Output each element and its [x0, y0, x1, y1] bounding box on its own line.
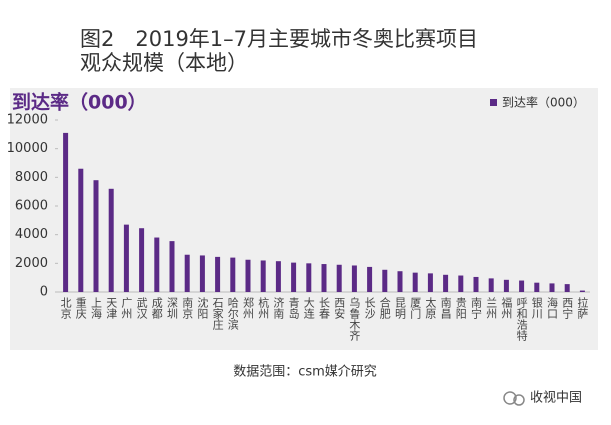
x-tick-label: 南昌	[439, 297, 452, 320]
legend-swatch	[490, 99, 497, 106]
source-note: 数据范围：csm媒介研究	[233, 365, 377, 380]
x-tick-label: 厦门	[409, 297, 422, 320]
x-tick-label: 合肥	[378, 296, 391, 319]
x-tick-label: 呼和浩特	[515, 297, 528, 341]
bar	[93, 180, 99, 292]
bar	[473, 276, 479, 292]
x-tick-label: 石家庄	[211, 297, 224, 331]
x-tick-label: 海口	[546, 296, 559, 319]
x-tick-label: 武汉	[135, 297, 148, 320]
watermark-icon	[503, 391, 525, 406]
x-tick-label: 重庆	[74, 296, 87, 320]
bar	[579, 290, 585, 292]
bar	[412, 272, 418, 292]
bar	[306, 263, 312, 292]
x-tick-label: 长沙	[363, 297, 376, 319]
bar	[443, 274, 449, 292]
bar	[275, 261, 281, 292]
x-tick-label: 天津	[105, 297, 118, 319]
watermark: 收视中国	[530, 391, 582, 406]
x-tick-label: 深圳	[166, 297, 179, 319]
x-tick-label: 福州	[500, 296, 513, 319]
bar	[215, 256, 221, 292]
x-tick-label: 拉萨	[576, 296, 589, 320]
x-tick-label: 北京	[59, 297, 72, 320]
y-tick-label: 2000	[15, 256, 48, 271]
x-tick-label: 西安	[333, 297, 346, 320]
bar	[78, 168, 84, 292]
x-tick-label: 南宁	[470, 297, 483, 319]
legend-label: 到达率（000）	[502, 95, 585, 110]
title: 图2 2019年1–7月主要城市冬奥比赛项目	[80, 27, 478, 51]
y-tick-label: 0	[40, 285, 48, 300]
bar	[564, 284, 570, 292]
y-tick-label: 12000	[7, 113, 48, 128]
bar	[260, 260, 266, 292]
x-tick-label: 西宁	[561, 297, 574, 319]
bar	[108, 188, 114, 292]
x-tick-label: 郑州	[242, 296, 255, 319]
bar	[245, 259, 251, 292]
x-tick-label: 乌鲁木齐	[348, 296, 361, 342]
bar	[154, 237, 160, 292]
x-tick-label: 银川	[530, 296, 543, 319]
bar	[382, 269, 388, 292]
bar	[291, 262, 297, 292]
bar	[427, 273, 433, 292]
x-tick-label: 上海	[90, 297, 103, 320]
x-tick-label: 杭州	[257, 296, 270, 319]
y-tick-label: 8000	[15, 170, 48, 185]
bar	[169, 241, 175, 292]
x-tick-label: 济南	[272, 296, 285, 319]
y-tick-label: 4000	[15, 227, 48, 242]
bar	[367, 266, 373, 292]
x-tick-label: 贵阳	[454, 297, 467, 319]
bar	[199, 255, 205, 292]
x-tick-label: 哈尔滨	[226, 297, 239, 331]
x-tick-label: 太原	[424, 297, 437, 319]
plot-background	[10, 88, 598, 350]
bar	[549, 283, 555, 292]
x-tick-label: 昆明	[394, 297, 407, 320]
chart-inner-title: 到达率（000）	[12, 91, 147, 114]
x-tick-label: 沈阳	[196, 296, 209, 319]
bar	[503, 279, 509, 292]
bar	[230, 257, 236, 292]
bar	[519, 280, 525, 292]
x-tick-label: 青岛	[287, 297, 300, 320]
bar	[458, 275, 464, 292]
bar	[63, 132, 69, 292]
x-tick-label: 成都	[150, 297, 163, 319]
y-tick-label: 6000	[15, 199, 48, 214]
bar	[321, 264, 327, 292]
bar	[351, 265, 357, 292]
bar	[123, 224, 129, 292]
x-tick-label: 长春	[318, 297, 331, 320]
x-tick-label: 广州	[120, 297, 133, 319]
bar	[139, 228, 145, 292]
x-tick-label: 南京	[181, 297, 194, 320]
bar	[534, 282, 540, 292]
bar	[397, 271, 403, 292]
bar	[336, 264, 342, 292]
x-tick-label: 兰州	[485, 297, 498, 319]
subtitle: 观众规模（本地）	[80, 51, 248, 75]
bar	[488, 278, 494, 292]
y-tick-label: 10000	[7, 141, 48, 156]
x-tick-label: 大连	[302, 296, 315, 319]
bar	[184, 254, 190, 292]
